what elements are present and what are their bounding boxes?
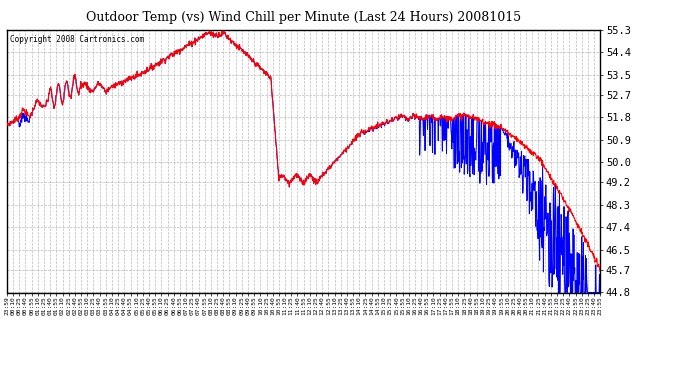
Text: Copyright 2008 Cartronics.com: Copyright 2008 Cartronics.com [10, 35, 144, 44]
Text: Outdoor Temp (vs) Wind Chill per Minute (Last 24 Hours) 20081015: Outdoor Temp (vs) Wind Chill per Minute … [86, 11, 521, 24]
